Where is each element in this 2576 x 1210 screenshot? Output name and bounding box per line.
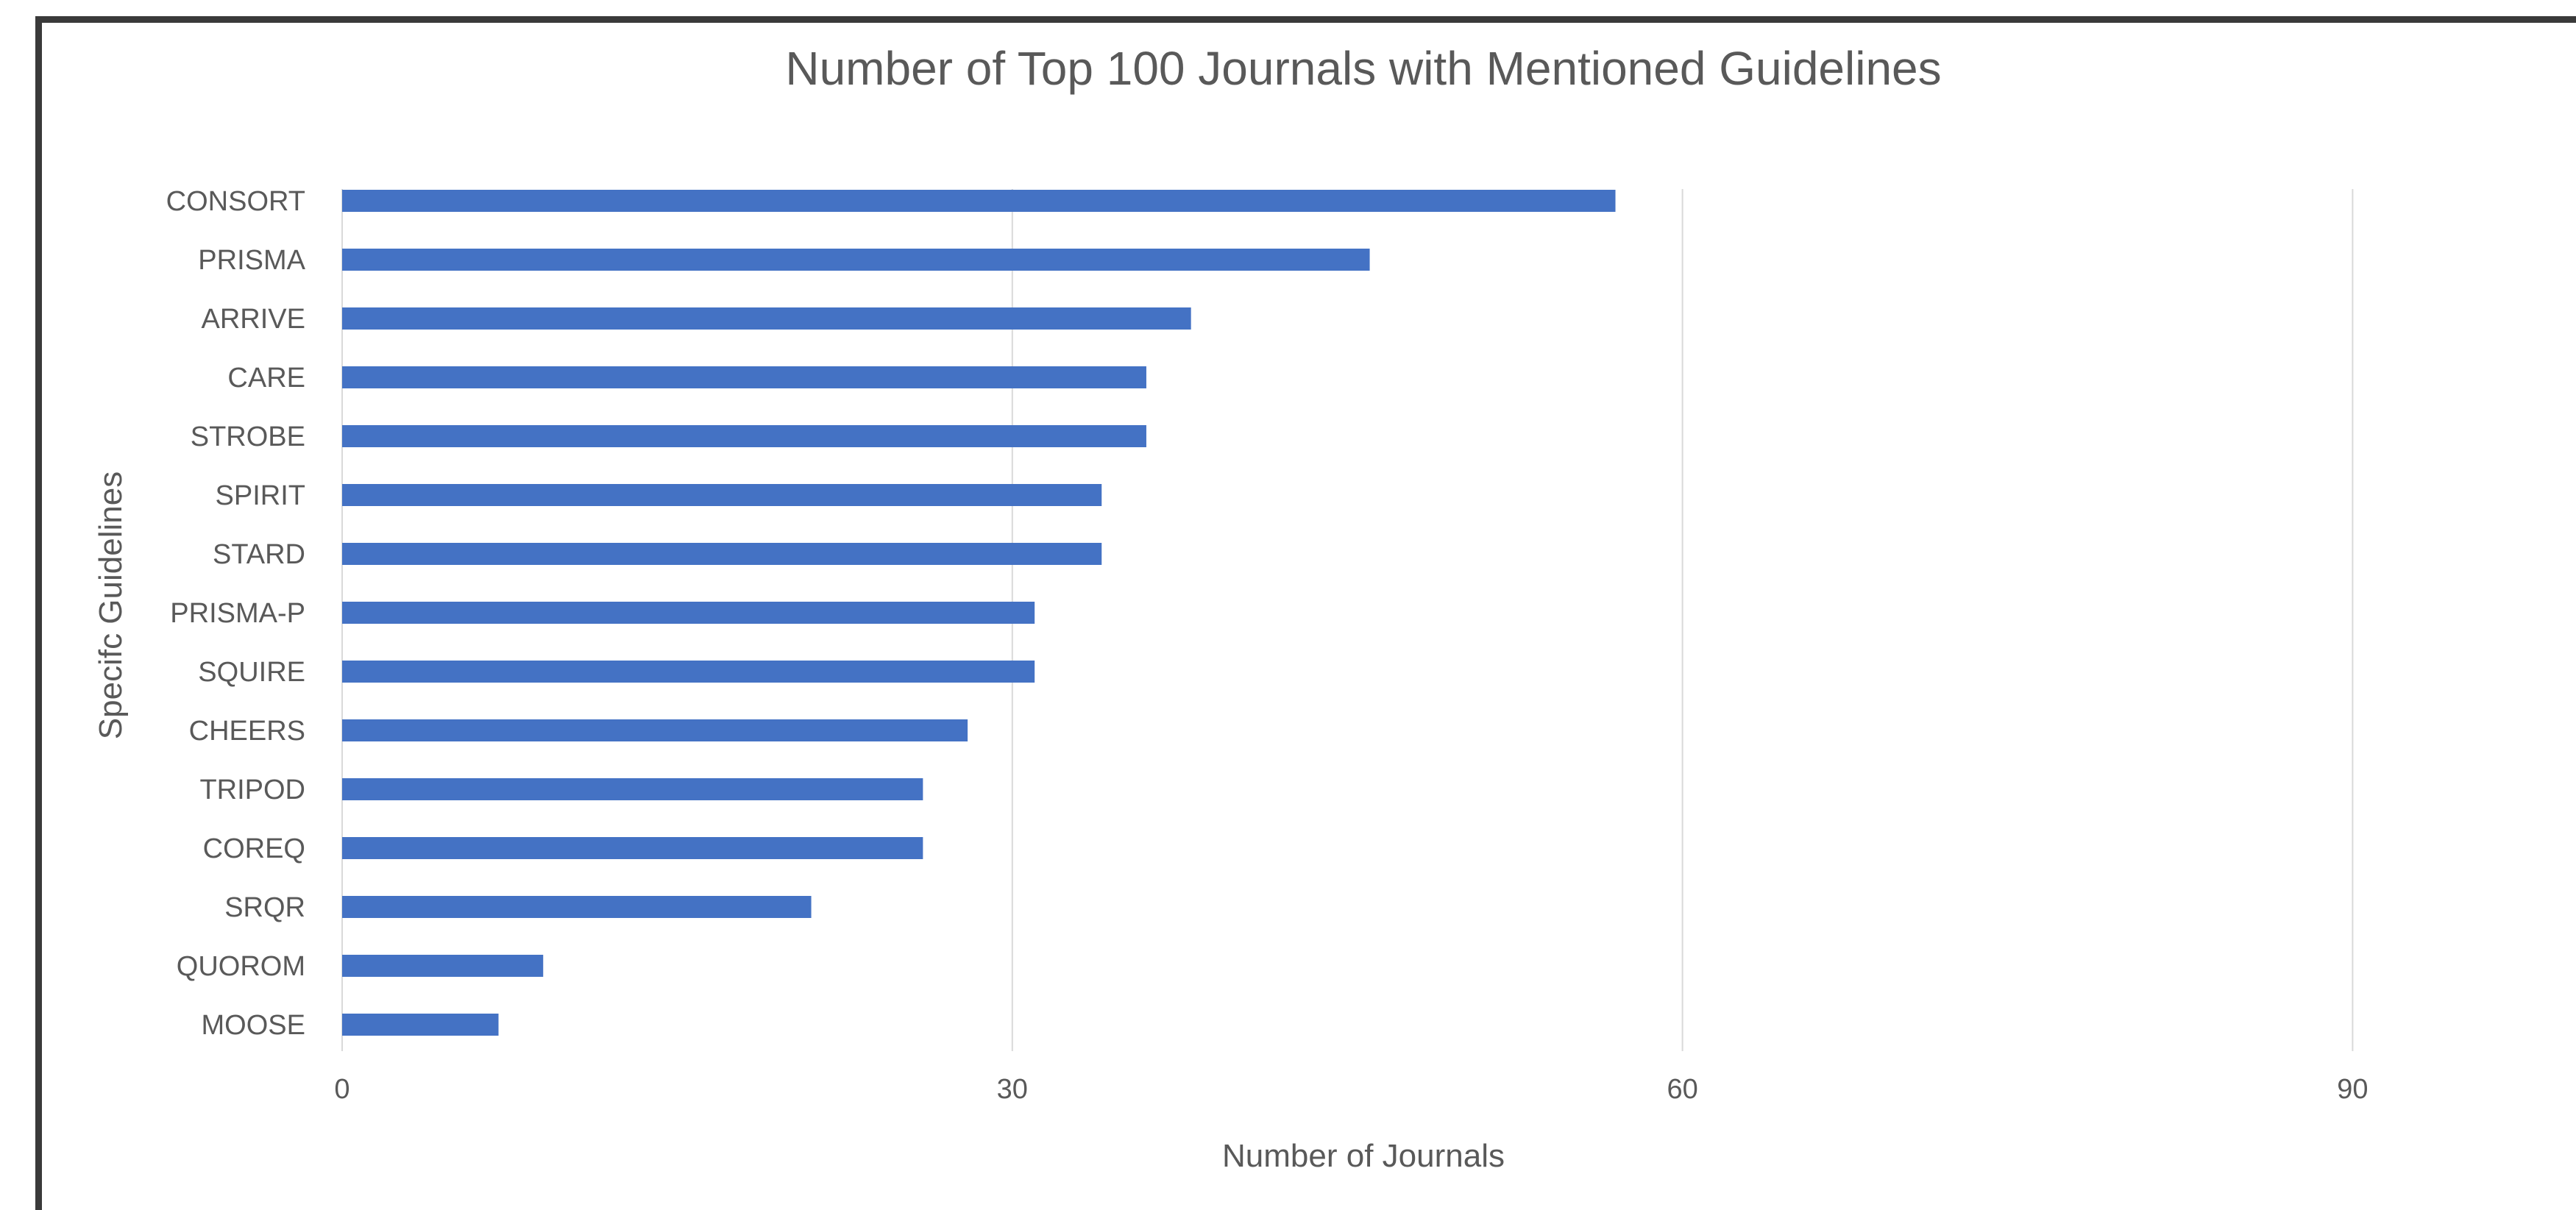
category-label-spirit: SPIRIT — [216, 480, 305, 511]
bar-srqr — [342, 896, 812, 918]
bar-stard — [342, 543, 1101, 565]
x-tick-label: 60 — [1667, 1074, 1697, 1105]
bar-care — [342, 366, 1146, 388]
category-label-stard: STARD — [213, 539, 305, 570]
category-label-care: CARE — [227, 363, 305, 394]
bar-squire — [342, 661, 1035, 683]
category-label-moose: MOOSE — [202, 1010, 305, 1041]
bars — [342, 190, 1616, 1036]
category-label-prisma: PRISMA — [198, 245, 305, 276]
bar-cheers — [342, 719, 968, 741]
category-label-cheers: CHEERS — [189, 716, 305, 747]
x-tick-label: 0 — [334, 1074, 350, 1105]
category-label-arrive: ARRIVE — [202, 304, 305, 335]
category-label-quorom: QUOROM — [177, 951, 305, 982]
bar-coreq — [342, 837, 923, 859]
y-axis-title: Specifc Guidelines — [93, 471, 129, 739]
category-label-tripod: TRIPOD — [199, 775, 305, 805]
bar-arrive — [342, 307, 1191, 330]
category-label-coreq: COREQ — [203, 833, 305, 864]
bar-prisma — [342, 249, 1370, 271]
bar-spirit — [342, 484, 1101, 506]
bar-chart: CONSORT PRISMA ARRIVE CARE STROBE SPIRIT STARD… — [42, 23, 2576, 1210]
bar-strobe — [342, 425, 1146, 447]
chart-title: Number of Top 100 Journals with Mentione… — [785, 42, 1941, 95]
category-labels: CONSORT PRISMA ARRIVE CARE STROBE SPIRIT STARD… — [166, 186, 306, 1041]
chart-frame: CONSORT PRISMA ARRIVE CARE STROBE SPIRIT STARD… — [35, 16, 2576, 1210]
category-label-consort: CONSORT — [166, 186, 305, 217]
bar-tripod — [342, 778, 923, 800]
x-tick-labels: 0 30 60 90 — [334, 1074, 2368, 1105]
x-tick-label: 30 — [997, 1074, 1028, 1105]
category-label-squire: SQUIRE — [198, 657, 305, 688]
bar-moose — [342, 1014, 499, 1036]
x-tick-label: 90 — [2337, 1074, 2368, 1105]
category-label-srqr: SRQR — [224, 892, 305, 923]
category-label-strobe: STROBE — [191, 421, 305, 452]
bar-prisma-p — [342, 602, 1035, 624]
bar-consort — [342, 190, 1616, 212]
bar-quorom — [342, 955, 543, 977]
category-label-prisma-p: PRISMA-P — [170, 598, 305, 629]
x-axis-title: Number of Journals — [1222, 1138, 1505, 1174]
